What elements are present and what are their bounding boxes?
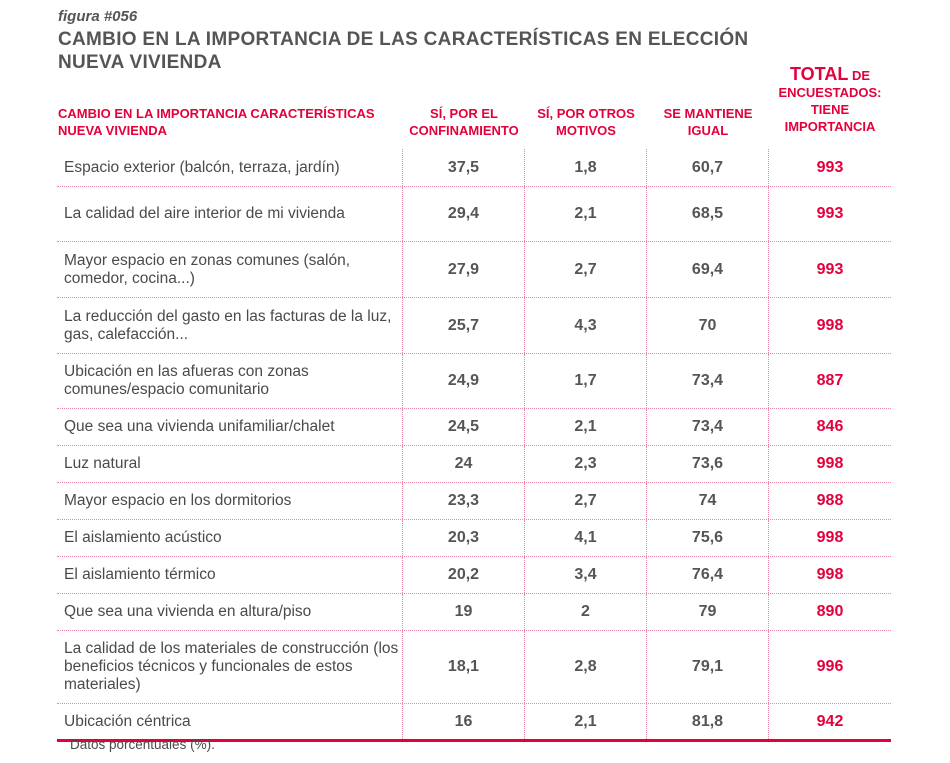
unchanged-cell: 69,4	[647, 242, 769, 297]
table-row: El aislamiento térmico 20,2 3,4 76,4 998	[57, 557, 891, 594]
total-cell: 993	[816, 205, 844, 222]
unchanged-cell: 75,6	[647, 520, 769, 556]
table-row: Espacio exterior (balcón, terraza, jardí…	[57, 149, 891, 187]
total-cell: 887	[816, 372, 844, 389]
total-header-rest: DE ENCUESTADOS: TIENE IMPORTANCIA	[778, 68, 882, 134]
unchanged-cell: 60,7	[647, 149, 769, 186]
unchanged-cell: 79	[647, 594, 769, 630]
feature-cell: Ubicación en las afueras con zonas comun…	[57, 354, 403, 408]
feature-cell: Espacio exterior (balcón, terraza, jardí…	[57, 149, 403, 186]
table-row: Que sea una vivienda en altura/piso 19 2 79…	[57, 594, 891, 631]
column-header-feature: CAMBIO EN LA IMPORTANCIA CARACTERÍSTICAS…	[58, 106, 375, 138]
confinement-cell: 29,4	[403, 187, 525, 241]
total-header-main: TOTAL	[789, 64, 849, 84]
confinement-cell: 19	[403, 594, 525, 630]
table-row: La calidad de los materiales de construc…	[57, 631, 891, 704]
feature-cell: Mayor espacio en los dormitorios	[57, 483, 403, 519]
feature-cell: Que sea una vivienda en altura/piso	[57, 594, 403, 630]
table-row: Luz natural 24 2,3 73,6 998	[57, 446, 891, 483]
table-row: La calidad del aire interior de mi vivie…	[57, 187, 891, 242]
total-cell: 846	[816, 418, 844, 435]
total-cell: 998	[816, 529, 844, 546]
data-table: Espacio exterior (balcón, terraza, jardí…	[57, 149, 891, 742]
unchanged-cell: 81,8	[647, 704, 769, 739]
confinement-cell: 20,2	[403, 557, 525, 593]
confinement-cell: 18,1	[403, 631, 525, 703]
other-reasons-cell: 2,1	[525, 187, 647, 241]
other-reasons-cell: 3,4	[525, 557, 647, 593]
feature-cell: La calidad del aire interior de mi vivie…	[57, 187, 403, 241]
confinement-cell: 24	[403, 446, 525, 482]
total-cell: 942	[816, 712, 844, 730]
figure-label: figura #056	[58, 8, 138, 25]
table-row: La reducción del gasto en las facturas d…	[57, 298, 891, 354]
column-header-confinement: SÍ, POR EL CONFINAMIENTO	[409, 106, 519, 138]
other-reasons-cell: 1,7	[525, 354, 647, 408]
feature-cell: Ubicación céntrica	[57, 704, 403, 739]
column-header-total: TOTAL DE ENCUESTADOS: TIENE IMPORTANCIA	[769, 64, 891, 135]
table-row: Mayor espacio en zonas comunes (salón, c…	[57, 242, 891, 298]
confinement-cell: 20,3	[403, 520, 525, 556]
other-reasons-cell: 2,7	[525, 483, 647, 519]
unchanged-cell: 73,4	[647, 354, 769, 408]
unchanged-cell: 76,4	[647, 557, 769, 593]
total-cell: 890	[816, 603, 844, 620]
other-reasons-cell: 2,1	[525, 409, 647, 445]
feature-cell: La calidad de los materiales de construc…	[57, 631, 403, 703]
table-row: Que sea una vivienda unifamiliar/chalet 2…	[57, 409, 891, 446]
confinement-cell: 27,9	[403, 242, 525, 297]
total-cell: 993	[816, 158, 844, 176]
table-row: Mayor espacio en los dormitorios 23,3 2,7 7…	[57, 483, 891, 520]
table-row: Ubicación céntrica 16 2,1 81,8 942	[57, 704, 891, 742]
confinement-cell: 23,3	[403, 483, 525, 519]
confinement-cell: 37,5	[403, 149, 525, 186]
other-reasons-cell: 2,1	[525, 704, 647, 739]
unchanged-cell: 74	[647, 483, 769, 519]
feature-cell: El aislamiento térmico	[57, 557, 403, 593]
other-reasons-cell: 2,3	[525, 446, 647, 482]
feature-cell: La reducción del gasto en las facturas d…	[57, 298, 403, 353]
confinement-cell: 24,5	[403, 409, 525, 445]
other-reasons-cell: 1,8	[525, 149, 647, 186]
confinement-cell: 25,7	[403, 298, 525, 353]
other-reasons-cell: 2,8	[525, 631, 647, 703]
column-header-other-reasons: SÍ, POR OTROS MOTIVOS	[537, 106, 635, 138]
footnote: Datos porcentuales (%).	[70, 737, 215, 752]
feature-cell: Mayor espacio en zonas comunes (salón, c…	[57, 242, 403, 297]
total-cell: 998	[816, 566, 844, 583]
other-reasons-cell: 4,3	[525, 298, 647, 353]
feature-cell: Luz natural	[57, 446, 403, 482]
confinement-cell: 16	[403, 704, 525, 739]
other-reasons-cell: 4,1	[525, 520, 647, 556]
other-reasons-cell: 2	[525, 594, 647, 630]
table-row: El aislamiento acústico 20,3 4,1 75,6 998	[57, 520, 891, 557]
page-title: CAMBIO EN LA IMPORTANCIA DE LAS CARACTER…	[58, 29, 749, 73]
table-row: Ubicación en las afueras con zonas comun…	[57, 354, 891, 409]
confinement-cell: 24,9	[403, 354, 525, 408]
total-cell: 996	[816, 658, 844, 675]
total-cell: 993	[816, 260, 844, 278]
unchanged-cell: 70	[647, 298, 769, 353]
column-header-unchanged: SE MANTIENE IGUAL	[663, 106, 753, 138]
total-cell: 998	[816, 316, 844, 334]
unchanged-cell: 79,1	[647, 631, 769, 703]
total-cell: 988	[816, 492, 844, 509]
unchanged-cell: 73,6	[647, 446, 769, 482]
unchanged-cell: 68,5	[647, 187, 769, 241]
feature-cell: Que sea una vivienda unifamiliar/chalet	[57, 409, 403, 445]
unchanged-cell: 73,4	[647, 409, 769, 445]
other-reasons-cell: 2,7	[525, 242, 647, 297]
feature-cell: El aislamiento acústico	[57, 520, 403, 556]
total-cell: 998	[816, 455, 844, 472]
